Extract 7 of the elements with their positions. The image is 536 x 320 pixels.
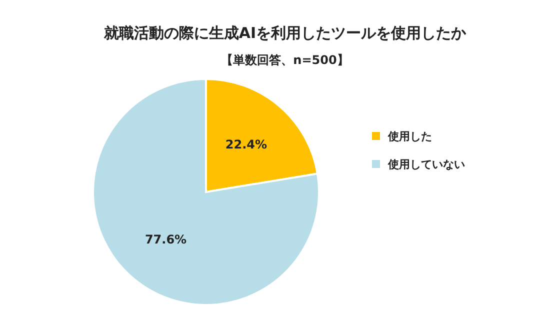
chart-title: 就職活動の際に生成AIを利用したツールを使用したか bbox=[102, 24, 468, 42]
legend-label: 使用した bbox=[387, 130, 432, 143]
data-label: 77.6% bbox=[144, 232, 187, 246]
chart-subtitle: 【単数回答、n=500】 bbox=[221, 53, 349, 67]
data-label: 22.4% bbox=[225, 138, 268, 152]
pie-slice bbox=[92, 78, 320, 306]
legend-label: 使用していない bbox=[387, 158, 465, 171]
